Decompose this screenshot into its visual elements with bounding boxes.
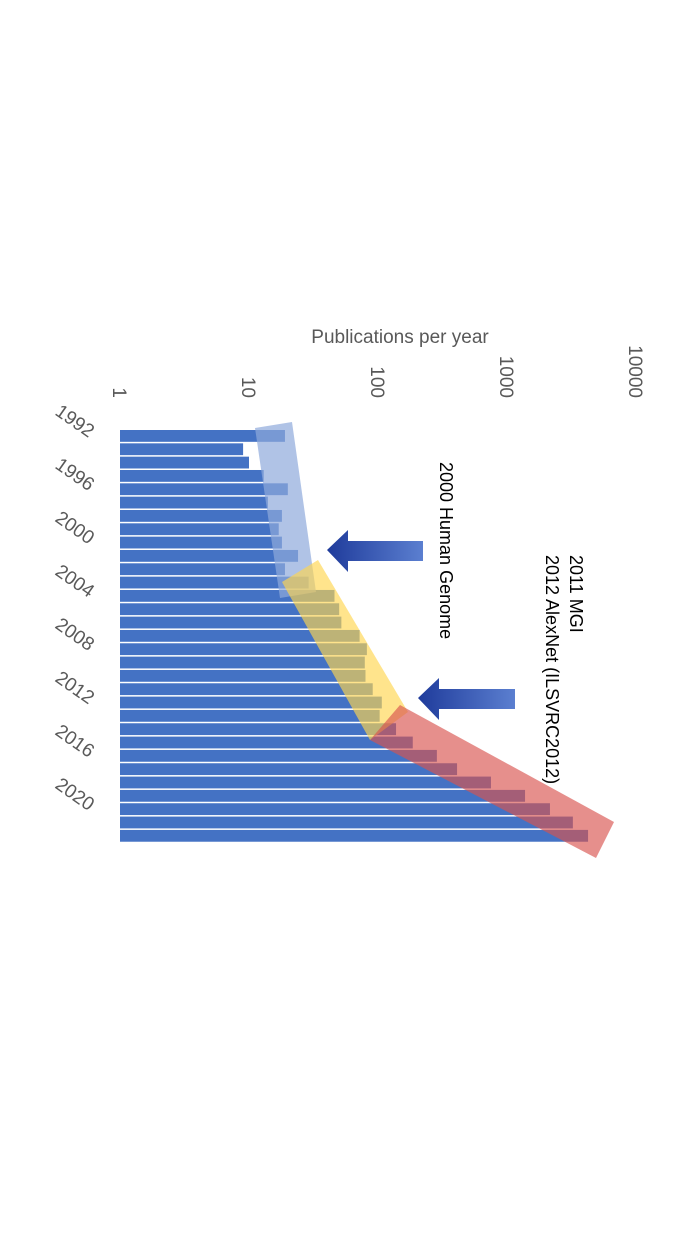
y-tick-label: 1996 — [51, 454, 98, 495]
x-tick-label: 100 — [366, 366, 387, 398]
bar — [120, 576, 309, 589]
bar — [120, 789, 526, 802]
bar — [120, 763, 458, 776]
y-tick-label: 2012 — [51, 667, 98, 708]
bar — [120, 629, 360, 642]
y-tick-label: 2008 — [51, 614, 98, 655]
y-tick-label: 2020 — [51, 774, 98, 815]
bar — [120, 443, 244, 456]
bar — [120, 656, 365, 669]
y-tick-label: 1992 — [51, 401, 98, 442]
bar — [120, 509, 282, 522]
bar — [120, 829, 589, 842]
phase-region — [370, 705, 614, 858]
annotation: 2011 MGI — [566, 555, 586, 633]
bar — [120, 803, 550, 816]
bar — [120, 643, 367, 656]
bar — [120, 616, 342, 629]
bar — [120, 683, 373, 696]
phase-region — [255, 422, 316, 598]
bar — [120, 563, 285, 576]
arrow — [327, 530, 423, 572]
bar — [120, 736, 413, 749]
x-tick-label: 1 — [108, 387, 129, 398]
bar — [120, 776, 491, 789]
bar — [120, 469, 264, 482]
bar — [120, 536, 282, 549]
axis-title: Publications per year — [311, 327, 489, 348]
y-tick-label: 2016 — [51, 721, 98, 762]
phase-region — [282, 560, 408, 740]
bar — [120, 549, 299, 562]
bar — [120, 709, 380, 722]
bar — [120, 749, 437, 762]
annotation: 2000 Human Genome — [436, 462, 456, 639]
x-tick-label: 1000 — [495, 356, 516, 398]
annotation: 2012 AlexNet (ILSVRC2012) — [542, 555, 562, 784]
bar — [120, 456, 249, 469]
bar — [120, 523, 279, 536]
arrow — [418, 678, 515, 720]
bar — [120, 816, 573, 829]
bar — [120, 669, 366, 682]
bar — [120, 696, 382, 709]
bar — [120, 723, 397, 736]
bar — [120, 483, 288, 496]
bar — [120, 496, 268, 509]
bar — [120, 430, 285, 442]
bar — [120, 603, 340, 616]
bar — [120, 589, 335, 602]
x-tick-label: 10000 — [624, 345, 645, 398]
x-tick-label: 10 — [237, 377, 258, 398]
y-tick-label: 2000 — [51, 508, 98, 549]
y-tick-label: 2004 — [51, 561, 98, 603]
